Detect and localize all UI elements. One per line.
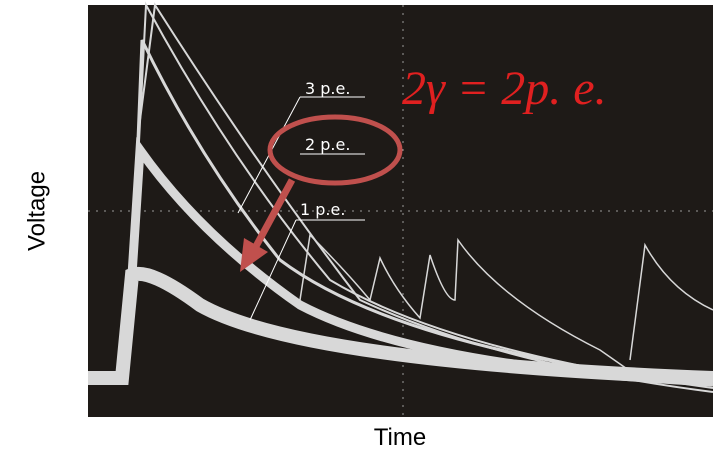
figure: 3 p.e. 2 p.e. 1 p.e. 2γ = 2p. e. Voltage…	[0, 0, 713, 451]
pe-label: 3 p.e.	[305, 79, 350, 98]
pe-label: 2 p.e.	[305, 135, 350, 154]
y-axis-label: Voltage	[23, 171, 50, 251]
x-axis-label: Time	[374, 424, 426, 451]
equation: 2γ = 2p. e.	[402, 62, 607, 115]
pe-label: 1 p.e.	[300, 200, 345, 219]
